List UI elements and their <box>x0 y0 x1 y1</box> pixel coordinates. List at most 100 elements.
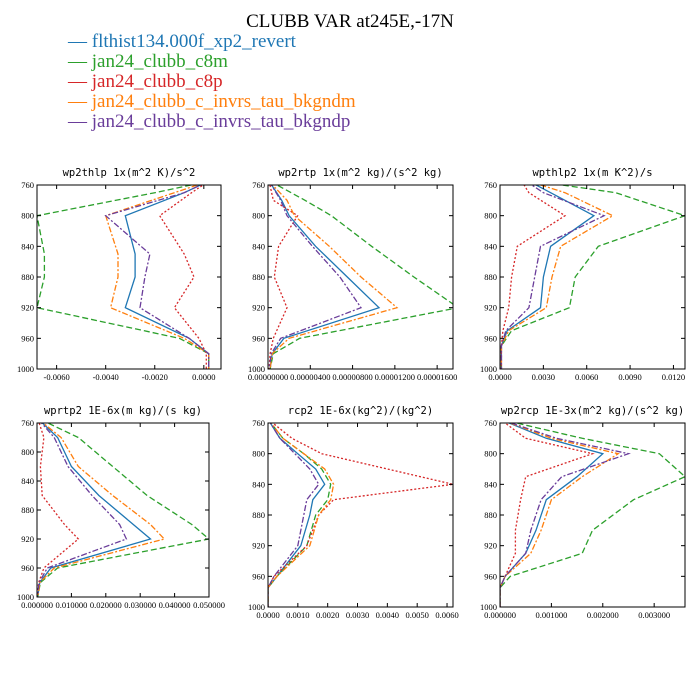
legend: — flthist134.000f_xp2_revert— jan24_club… <box>67 31 356 132</box>
y-tick-label: 920 <box>21 534 34 544</box>
y-tick-label: 800 <box>484 449 497 459</box>
series-line <box>268 423 320 607</box>
x-tick-label: 0.010000 <box>55 600 87 610</box>
y-tick-label: 840 <box>21 241 34 251</box>
x-tick-label: 0.020000 <box>90 600 122 610</box>
x-tick-label: 0.0000 <box>256 610 279 620</box>
y-tick-label: 1000 <box>17 364 34 374</box>
x-tick-label: 0.0020 <box>316 610 339 620</box>
panel-title: rcp2 1E-6x(kg^2)/(kg^2) <box>288 405 433 417</box>
y-tick-label: 800 <box>21 211 34 221</box>
panel-title: wp2thlp 1x(m^2 K)/s^2 <box>63 167 196 179</box>
panel-6: wp2rcp 1E-3x(m^2 kg)/(s^2 kg) 760 800 840 88… <box>480 405 686 620</box>
series-line <box>158 185 207 369</box>
series-line <box>268 423 335 607</box>
series-line <box>37 423 80 597</box>
plot-frame <box>267 422 454 608</box>
series-line <box>37 423 152 597</box>
y-tick-label: 760 <box>252 180 265 190</box>
y-tick-label: 880 <box>21 272 34 282</box>
x-tick-label: 0.0050 <box>406 610 429 620</box>
plot-frame <box>499 184 686 370</box>
series-line <box>500 423 685 607</box>
y-tick-label: 960 <box>21 333 34 343</box>
y-tick-label: 960 <box>484 333 497 343</box>
panel-5: rcp2 1E-6x(kg^2)/(kg^2) 760 800 840 880 920 96… <box>248 405 459 620</box>
y-tick-label: 760 <box>21 180 34 190</box>
x-tick-label: 0.0030 <box>346 610 369 620</box>
x-tick-label: 0.000000 <box>484 610 516 620</box>
x-tick-label: 0.0030 <box>532 372 555 382</box>
y-tick-label: 880 <box>484 510 497 520</box>
y-tick-label: 880 <box>252 272 265 282</box>
y-tick-label: 840 <box>484 479 497 489</box>
y-tick-label: 760 <box>252 418 265 428</box>
series-line <box>124 185 210 369</box>
x-tick-label: 0.0120 <box>662 372 685 382</box>
series-line <box>500 423 605 607</box>
series-line <box>37 185 210 369</box>
x-tick-label: 0.00000400 <box>290 372 330 382</box>
series-line <box>37 423 128 597</box>
x-tick-label: 0.0000 <box>488 372 511 382</box>
y-tick-label: 840 <box>484 241 497 251</box>
x-tick-label: 0.001000 <box>535 610 567 620</box>
figure-title: CLUBB VAR at245E,-17N <box>246 11 454 32</box>
y-tick-label: 1000 <box>480 364 497 374</box>
x-tick-label: -0.0020 <box>142 372 168 382</box>
panel-title: wpthlp2 1x(m K^2)/s <box>532 167 652 179</box>
y-tick-label: 840 <box>252 479 265 489</box>
x-tick-label: 0.0010 <box>286 610 309 620</box>
y-tick-label: 800 <box>252 449 265 459</box>
panels: wp2thlp 1x(m^2 K)/s^2 760 800 840 880 920 960 1… <box>17 167 686 620</box>
legend-entry: — jan24_clubb_c8m <box>67 51 228 72</box>
legend-entry: — jan24_clubb_c8p <box>67 71 223 92</box>
x-tick-label: 0.040000 <box>159 600 191 610</box>
series-line <box>104 185 210 369</box>
legend-entry: — jan24_clubb_c_invrs_tau_bkgndm <box>67 91 356 112</box>
y-tick-label: 880 <box>484 272 497 282</box>
x-tick-label: 0.00001600 <box>417 372 457 382</box>
series-line <box>37 423 166 597</box>
panel-title: wp2rcp 1E-3x(m^2 kg)/(s^2 kg) <box>501 405 684 417</box>
series-line <box>269 185 381 369</box>
x-tick-label: 0.002000 <box>587 610 619 620</box>
series-line <box>500 185 596 369</box>
series-line <box>500 423 631 607</box>
y-tick-label: 920 <box>484 303 497 313</box>
y-tick-label: 920 <box>252 303 265 313</box>
x-tick-label: 0.0040 <box>376 610 399 620</box>
y-tick-label: 880 <box>252 510 265 520</box>
y-tick-label: 1000 <box>17 592 34 602</box>
y-tick-label: 960 <box>252 333 265 343</box>
panel-2: wp2rtp 1x(m^2 kg)/(s^2 kg) 760 800 840 880 92… <box>248 167 458 382</box>
x-tick-label: 0.000000 <box>21 600 53 610</box>
y-tick-label: 800 <box>21 447 34 457</box>
x-tick-label: 0.00001200 <box>375 372 415 382</box>
panel-1: wp2thlp 1x(m^2 K)/s^2 760 800 840 880 920 960 1… <box>17 167 222 382</box>
legend-entry: — flthist134.000f_xp2_revert <box>67 31 297 52</box>
series-line <box>268 423 453 607</box>
series-line <box>269 185 399 369</box>
panel-title: wprtp2 1E-6x(m kg)/(s kg) <box>44 405 202 417</box>
series-line <box>268 423 326 607</box>
series-line <box>268 185 299 369</box>
y-tick-label: 800 <box>484 211 497 221</box>
series-line <box>500 185 567 369</box>
legend-entry: — jan24_clubb_c_invrs_tau_bkgndp <box>67 111 350 132</box>
x-tick-label: 0.0000 <box>192 372 215 382</box>
y-tick-label: 920 <box>252 541 265 551</box>
series-line <box>500 185 685 369</box>
y-tick-label: 800 <box>252 211 265 221</box>
x-tick-label: 0.030000 <box>124 600 156 610</box>
panel-title: wp2rtp 1x(m^2 kg)/(s^2 kg) <box>278 167 442 179</box>
y-tick-label: 760 <box>21 418 34 428</box>
y-tick-label: 920 <box>21 303 34 313</box>
y-tick-label: 1000 <box>248 364 265 374</box>
y-tick-label: 760 <box>484 180 497 190</box>
series-line <box>104 185 210 369</box>
series-line <box>268 185 363 369</box>
series-line <box>37 423 209 597</box>
x-tick-label: 0.00000000 <box>248 372 288 382</box>
